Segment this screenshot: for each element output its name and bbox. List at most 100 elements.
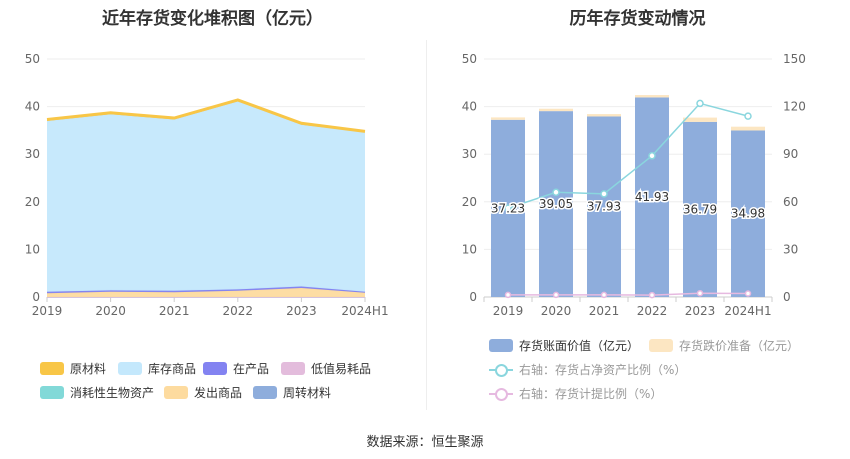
bar-book-value	[635, 97, 669, 297]
point-inventory-ratio	[504, 204, 512, 212]
area-在产品	[47, 286, 365, 294]
x-tick-label: 2023	[286, 304, 317, 318]
legend-label: 低值易耗品	[311, 362, 372, 376]
bar-book-value	[539, 111, 573, 297]
legend-swatch	[489, 339, 513, 352]
legend-swatch	[164, 386, 188, 399]
legend-swatch	[489, 387, 513, 401]
legend-item[interactable]: 库存商品	[118, 360, 196, 377]
x-tick-label: 2023	[685, 304, 716, 318]
legend-item[interactable]: 发出商品	[164, 384, 242, 401]
legend-item[interactable]: 原材料	[40, 360, 106, 377]
line-inventory-ratio	[507, 102, 749, 209]
y-tick-label: 40	[462, 100, 477, 114]
legend-label: 库存商品	[148, 362, 197, 376]
chart-divider	[426, 40, 427, 410]
bar-book-value	[731, 130, 765, 297]
bar-provision	[587, 114, 621, 117]
legend-label: 右轴：存货计提比例（%）	[519, 387, 663, 401]
point-provision-ratio	[744, 290, 752, 297]
legend-label: 消耗性生物资产	[70, 386, 155, 400]
data-source-note: 数据来源：恒生聚源	[366, 435, 484, 450]
y-tick-label: 30	[25, 147, 40, 161]
bar-value-label: 37.93	[587, 200, 621, 214]
y-tick-label: 20	[25, 195, 40, 209]
x-tick-label: 2019	[32, 304, 63, 318]
legend-swatch	[203, 362, 227, 375]
bar-book-value	[587, 116, 621, 297]
y-tick-label: 0	[469, 290, 477, 304]
point-inventory-ratio	[744, 112, 752, 120]
legend-item[interactable]: 消耗性生物资产	[40, 384, 154, 401]
point-inventory-ratio	[552, 188, 560, 197]
legend-item[interactable]: 低值易耗品	[281, 360, 371, 377]
x-tick-label: 2022	[637, 304, 668, 318]
y-tick-label: 10	[462, 242, 477, 256]
x-tick-label: 2020	[95, 304, 126, 318]
x-tick-label: 2024H1	[724, 304, 771, 318]
bar-provision	[491, 117, 525, 120]
legend-item[interactable]: 周转材料	[253, 384, 331, 401]
left-chart-title: 近年存货变化堆积图（亿元）	[102, 9, 323, 29]
y-tick-label: 30	[462, 147, 477, 161]
bar-value-label: 36.79	[683, 202, 717, 216]
x-tick-label: 2022	[223, 304, 254, 318]
bar-book-value	[683, 121, 717, 297]
stacked-area-chart: 0 10 20 30 40 50 2019 2020 2021 2022 2023 2024H1	[25, 52, 389, 318]
legend-swatch	[40, 386, 64, 399]
legend-label: 原材料	[70, 362, 107, 376]
legend-item[interactable]: 右轴：存货占净资产比例（%）	[489, 361, 686, 378]
y-tick-label: 40	[25, 100, 40, 114]
point-inventory-ratio	[648, 152, 656, 160]
y2-tick-label: 150	[783, 52, 806, 66]
legend-item[interactable]: 存货账面价值（亿元）	[489, 337, 639, 354]
legend-label: 发出商品	[194, 386, 243, 400]
point-provision-ratio	[552, 291, 560, 299]
legend-swatch	[118, 362, 142, 375]
legend-swatch	[253, 386, 277, 399]
point-provision-ratio	[504, 291, 512, 299]
legend-item[interactable]: 右轴：存货计提比例（%）	[489, 385, 662, 402]
legend-swatch	[489, 363, 513, 377]
area-line-原材料	[46, 98, 366, 133]
point-inventory-ratio	[600, 190, 608, 198]
bar-provision	[539, 108, 573, 112]
point-provision-ratio	[648, 291, 656, 299]
point-inventory-ratio	[696, 99, 704, 108]
x-tick-label: 2024H1	[341, 304, 388, 318]
y2-tick-label: 0	[783, 290, 791, 304]
x-tick-label: 2021	[159, 304, 190, 318]
point-provision-ratio	[696, 289, 704, 297]
legend-label: 存货账面价值（亿元）	[519, 339, 640, 353]
legend-label: 右轴：存货占净资产比例（%）	[519, 363, 687, 377]
bar-value-label: 37.23	[491, 201, 525, 215]
point-provision-ratio	[600, 291, 608, 299]
y-tick-label: 20	[462, 195, 477, 209]
legend-swatch	[281, 362, 305, 375]
legend-swatch	[649, 339, 673, 352]
area-发出商品	[47, 287, 365, 297]
legend-label: 周转材料	[283, 386, 332, 400]
bar-provision	[731, 126, 765, 131]
bar-value-label: 34.98	[731, 207, 765, 221]
x-tick-label: 2021	[589, 304, 620, 318]
bar-provision	[635, 95, 669, 98]
y2-tick-label: 90	[783, 147, 798, 161]
bar-line-chart: 0 10 20 30 40 50 0 30 60 90 120 150 2019 2020 2021 2022…	[462, 52, 806, 318]
y2-tick-label: 30	[783, 242, 798, 256]
x-tick-label: 2020	[541, 304, 572, 318]
right-chart-title: 历年存货变动情况	[569, 9, 706, 29]
bar-value-label: 41.93	[635, 190, 669, 204]
legend-label: 存货跌价准备（亿元）	[679, 339, 800, 353]
y2-tick-label: 60	[783, 195, 798, 209]
y-tick-label: 0	[32, 290, 40, 304]
y-tick-label: 50	[462, 52, 477, 66]
bar-value-label: 39.05	[539, 197, 573, 211]
y-tick-label: 10	[25, 242, 40, 256]
legend-label: 在产品	[233, 362, 270, 376]
x-tick-label: 2019	[493, 304, 524, 318]
y2-tick-label: 120	[783, 100, 806, 114]
legend-item[interactable]: 存货跌价准备（亿元）	[649, 337, 799, 354]
line-provision-ratio	[508, 292, 749, 296]
legend-item[interactable]: 在产品	[203, 360, 269, 377]
